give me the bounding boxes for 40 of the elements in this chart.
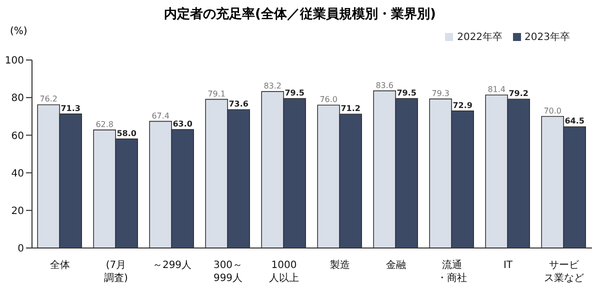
data-label: 76.0 [320,95,338,104]
data-label: 71.3 [60,104,80,113]
y-tick-label: 40 [11,168,24,180]
data-label: 76.2 [40,94,58,104]
data-label: 79.5 [396,88,417,98]
data-label: 83.2 [264,82,282,91]
y-tick-label: 100 [4,56,24,67]
data-label: 63.0 [172,120,193,129]
data-label: 79.3 [432,88,450,98]
data-label: 81.4 [488,84,506,94]
chart-title: 内定者の充足率(全体／従業員規模別・業界別) [163,6,437,23]
x-tick-label: IT [503,260,514,271]
y-axis-title: (%) [10,26,28,37]
data-label: 83.6 [376,80,394,90]
x-tick-label: 300～999人 [213,260,243,284]
y-tick-label: 60 [11,130,24,142]
data-label: 58.0 [116,128,137,138]
data-label: 79.1 [208,89,226,98]
legend-label: 2022年卒 [457,32,503,43]
x-tick-label: (7月調査) [104,260,128,284]
data-label: 79.5 [284,88,305,98]
x-tick-label: 1000人以上 [269,260,299,284]
x-tick-label: 製造 [330,259,350,271]
data-label: 70.0 [544,106,562,116]
y-tick-label: 20 [11,206,24,217]
x-tick-label: サービス業など [544,260,584,284]
data-label: 72.9 [452,100,473,110]
data-label: 79.2 [508,89,528,98]
data-label: 64.5 [564,116,585,126]
x-tick-label: 金融 [386,259,406,271]
x-tick-label: ～299人 [152,260,192,271]
data-label: 71.2 [340,104,360,114]
x-tick-label: 流通・商社 [437,259,467,284]
data-label: 62.8 [96,120,114,129]
data-label: 67.4 [152,111,170,120]
data-label: 73.6 [228,100,249,109]
y-tick-label: 80 [11,93,24,104]
x-tick-label: 全体 [50,259,70,271]
legend-label: 2023年卒 [524,32,570,43]
y-tick-label: 0 [18,244,24,255]
